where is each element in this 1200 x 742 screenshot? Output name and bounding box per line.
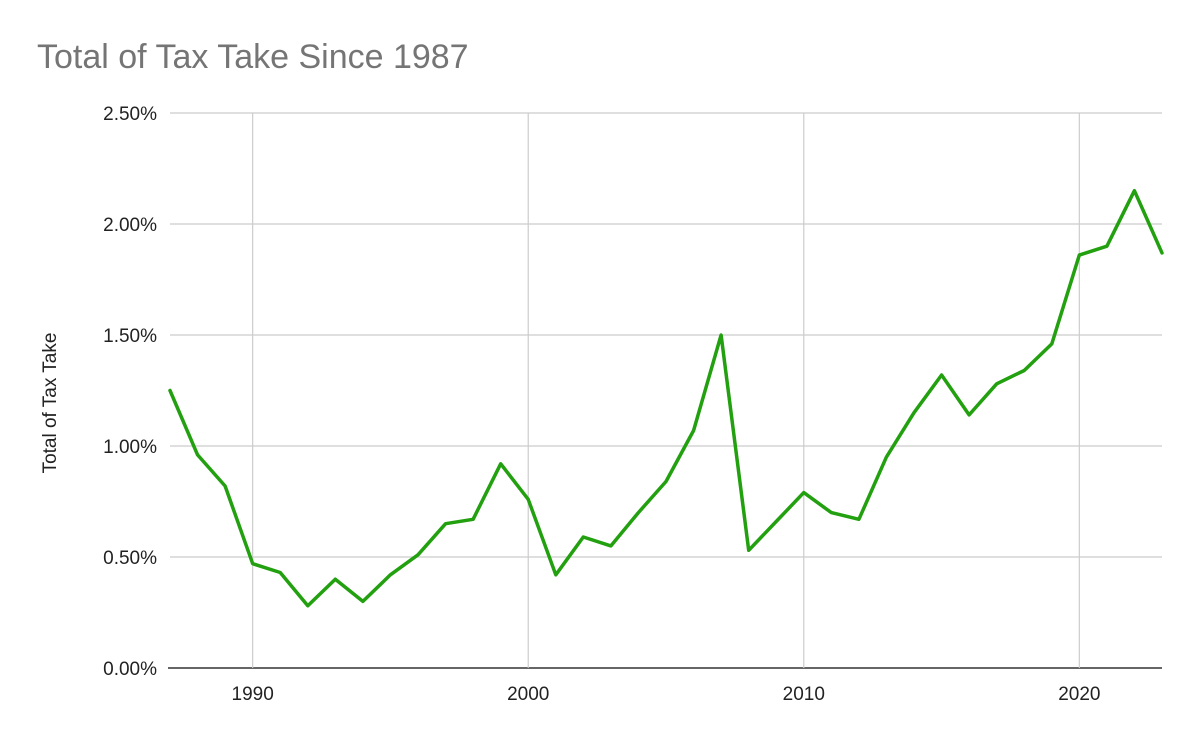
- data-point: [471, 517, 475, 521]
- y-axis: 0.00% 0.50% 1.00% 1.50% 2.00% 2.50%: [103, 104, 157, 680]
- x-tick-label: 2000: [507, 684, 549, 705]
- data-point: [1022, 369, 1026, 373]
- y-tick-label: 1.00%: [103, 437, 157, 458]
- y-tick-label: 2.50%: [103, 104, 157, 125]
- data-point: [1077, 253, 1081, 257]
- x-tick-label: 2010: [783, 684, 825, 705]
- data-point: [967, 413, 971, 417]
- y-tick-label: 1.50%: [103, 326, 157, 347]
- data-point: [554, 573, 558, 577]
- data-point: [995, 382, 999, 386]
- chart-title: Total of Tax Take Since 1987: [37, 38, 469, 76]
- x-axis: 1990 2000 2010 2020: [232, 684, 1101, 705]
- data-point: [196, 453, 200, 457]
- data-point: [278, 571, 282, 575]
- data-point: [747, 548, 751, 552]
- data-point: [829, 511, 833, 515]
- data-point: [609, 544, 613, 548]
- data-point: [940, 373, 944, 377]
- y-tick-label: 2.00%: [103, 215, 157, 236]
- data-point: [416, 553, 420, 557]
- y-axis-label: Total of Tax Take: [40, 333, 61, 474]
- data-point: [636, 511, 640, 515]
- data-point: [774, 519, 778, 523]
- x-tick-label: 1990: [232, 684, 274, 705]
- data-point: [306, 604, 310, 608]
- data-point: [1132, 189, 1136, 193]
- data-point: [361, 599, 365, 603]
- data-point: [526, 497, 530, 501]
- data-point: [251, 562, 255, 566]
- data-point: [664, 480, 668, 484]
- y-tick-label: 0.00%: [103, 659, 157, 680]
- data-point: [692, 428, 696, 432]
- y-tick-label: 0.50%: [103, 548, 157, 569]
- series-group: [168, 188, 1164, 608]
- data-point: [444, 522, 448, 526]
- data-point: [1105, 244, 1109, 248]
- data-point: [719, 333, 723, 337]
- data-point: [223, 484, 227, 488]
- data-point: [499, 462, 503, 466]
- series-line: [168, 188, 1164, 608]
- data-point: [857, 517, 861, 521]
- data-point: [1160, 251, 1164, 255]
- grid: [168, 112, 1162, 669]
- data-point: [802, 491, 806, 495]
- data-point: [884, 455, 888, 459]
- data-point: [168, 389, 172, 393]
- data-point: [912, 411, 916, 415]
- data-point: [1050, 342, 1054, 346]
- data-point: [388, 573, 392, 577]
- data-point: [581, 535, 585, 539]
- data-point: [333, 577, 337, 581]
- x-tick-label: 2020: [1058, 684, 1100, 705]
